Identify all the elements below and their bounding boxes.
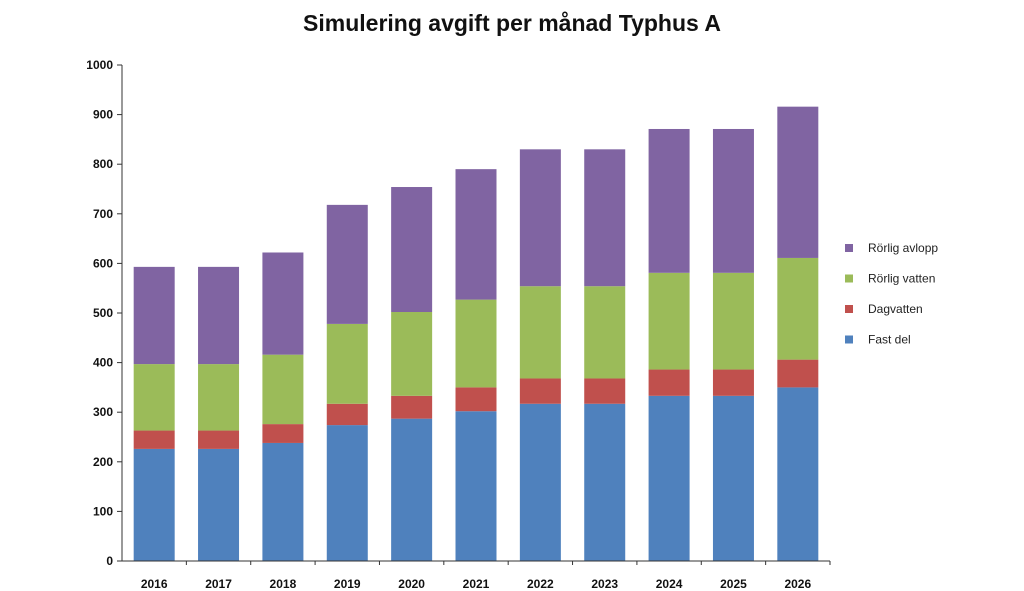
bar-segment (326, 403, 368, 426)
legend-label: Rörlig vatten (868, 272, 935, 286)
bar-segment (262, 354, 304, 425)
bar-segment (712, 369, 754, 396)
x-tick-label: 2023 (591, 577, 618, 591)
bar-segment (262, 442, 304, 561)
bar-segment (712, 395, 754, 561)
bar-segment (519, 286, 561, 379)
legend-swatch (845, 244, 853, 252)
bars-group (133, 106, 819, 561)
y-tick-label: 900 (93, 108, 113, 122)
y-tick-label: 0 (106, 554, 113, 568)
bar-segment (648, 128, 690, 273)
bar-segment (777, 359, 819, 388)
x-tick-label: 2020 (398, 577, 425, 591)
bar-segment (455, 169, 497, 300)
bar-segment (262, 252, 304, 355)
chart-title: Simulering avgift per månad Typhus A (303, 10, 721, 36)
bar-segment (584, 149, 626, 287)
bar-segment (391, 312, 433, 396)
y-tick-label: 400 (93, 356, 113, 370)
bar-segment (777, 106, 819, 258)
bar-segment (326, 204, 368, 324)
y-tick-label: 300 (93, 405, 113, 419)
bar-segment (326, 323, 368, 404)
bar-segment (198, 364, 240, 431)
x-tick-label: 2024 (656, 577, 683, 591)
bar-segment (648, 395, 690, 561)
bar-segment (584, 403, 626, 561)
x-tick-label: 2019 (334, 577, 361, 591)
legend-swatch (845, 274, 853, 283)
legend-label: Rörlig avlopp (868, 241, 938, 255)
x-tick-label: 2026 (784, 577, 811, 591)
bar-segment (133, 448, 175, 561)
axes-group: 0 100 200 300 400 500 600 700 800 900 1000 2016 2017… (86, 58, 831, 591)
y-tick-label: 700 (93, 207, 113, 221)
y-tick-label: 800 (93, 157, 113, 171)
x-tick-label: 2022 (527, 577, 554, 591)
bar-segment (712, 272, 754, 370)
x-tick-label: 2018 (270, 577, 297, 591)
bar-segment (133, 266, 175, 365)
x-tick-label: 2021 (463, 577, 490, 591)
legend: Rörlig avlopp Rörlig vatten Dagvatten Fast … (845, 241, 938, 347)
bar-segment (198, 266, 240, 365)
bar-segment (648, 369, 690, 396)
bar-segment (519, 403, 561, 561)
bar-segment (777, 387, 819, 561)
bar-segment (391, 418, 433, 561)
bar-segment (455, 299, 497, 388)
y-tick-label: 200 (93, 455, 113, 469)
bar-segment (455, 411, 497, 561)
x-tick-label: 2016 (141, 577, 168, 591)
bar-segment (391, 187, 433, 313)
bar-segment (519, 149, 561, 287)
bar-segment (712, 128, 754, 273)
legend-swatch (845, 335, 853, 344)
bar-segment (455, 387, 497, 412)
legend-swatch (845, 305, 853, 313)
y-tick-label: 100 (93, 504, 113, 518)
bar-segment (133, 364, 175, 431)
bar-segment (584, 378, 626, 404)
bar-segment (391, 395, 433, 419)
bar-segment (198, 448, 240, 561)
bar-segment (262, 424, 304, 443)
x-tick-label: 2025 (720, 577, 747, 591)
bar-segment (519, 378, 561, 404)
bar-segment (198, 430, 240, 449)
legend-label: Dagvatten (868, 302, 923, 316)
y-tick-label: 500 (93, 306, 113, 320)
bar-segment (777, 257, 819, 360)
legend-label: Fast del (868, 333, 911, 347)
bar-segment (326, 425, 368, 561)
bar-segment (133, 430, 175, 449)
y-tick-label: 1000 (86, 58, 113, 72)
y-tick-label: 600 (93, 256, 113, 270)
bar-segment (584, 286, 626, 379)
bar-segment (648, 272, 690, 370)
x-tick-label: 2017 (205, 577, 232, 591)
